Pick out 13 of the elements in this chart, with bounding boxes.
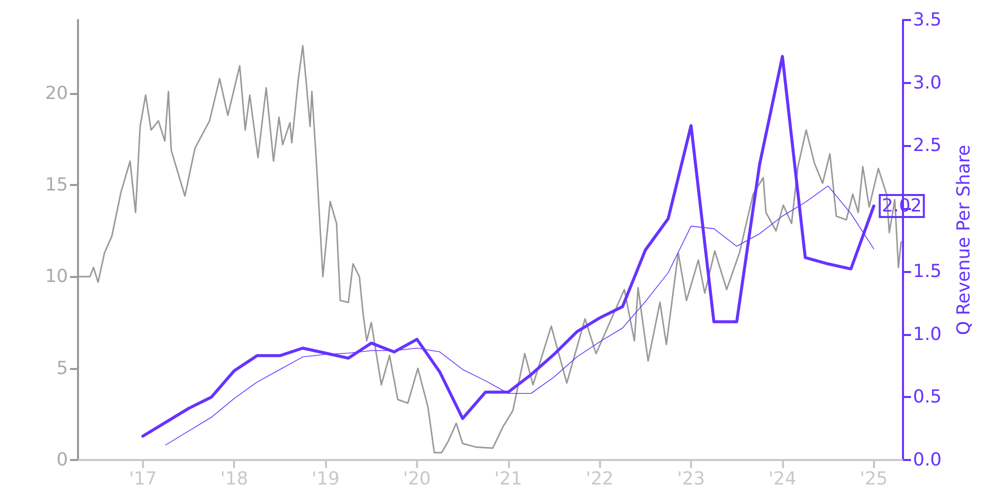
y-tick-label: 0 <box>56 450 68 470</box>
y-tick-label: 10 <box>45 266 68 288</box>
y2-tick-label: 0.0 <box>913 450 942 470</box>
y2-tick-label: 0.5 <box>913 386 942 408</box>
y2-tick-label: 3.0 <box>913 72 942 94</box>
y-tick-label: 15 <box>45 174 68 196</box>
y2-tick-label: 2.5 <box>913 135 942 156</box>
y2-tick-label: 1.5 <box>913 260 942 282</box>
y2-axis-title: Q Revenue Per Share <box>954 144 974 336</box>
y2-tick-label: 3.5 <box>913 10 942 30</box>
y-tick-label: 20 <box>45 82 68 104</box>
y2-tick-label: 1.0 <box>913 324 942 345</box>
y-tick-label: 5 <box>56 358 68 379</box>
